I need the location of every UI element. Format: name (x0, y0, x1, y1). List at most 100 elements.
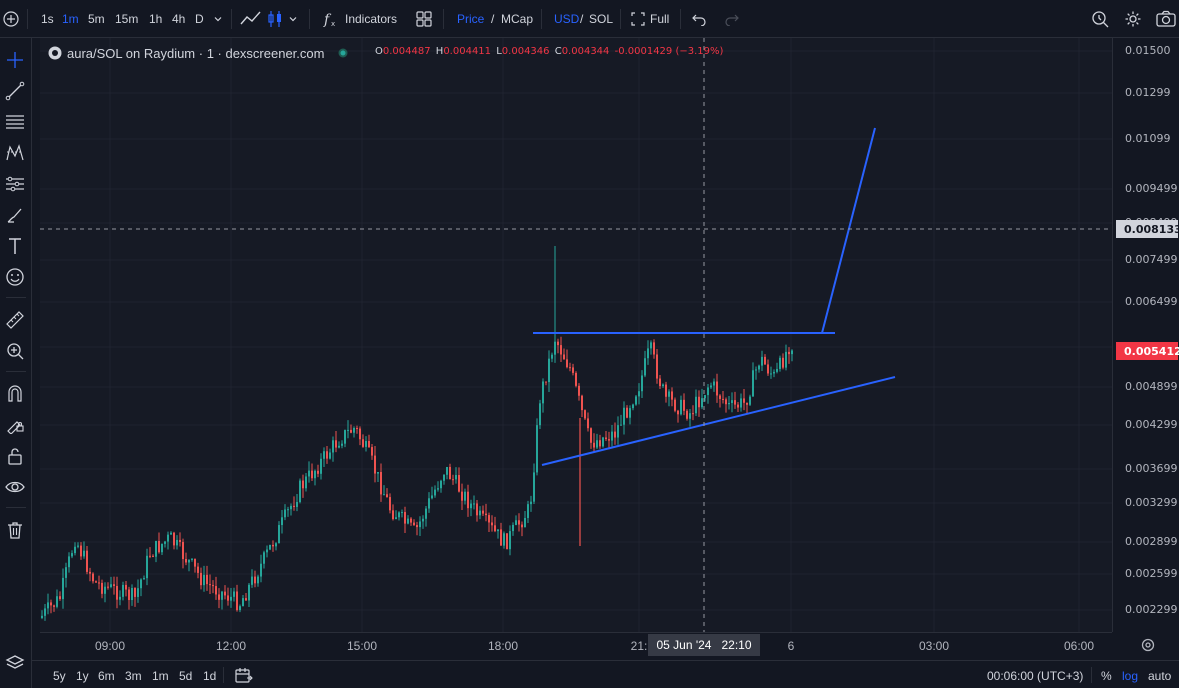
divider (541, 9, 542, 29)
candle-body (509, 531, 511, 550)
zoom-icon[interactable] (4, 340, 26, 362)
candle-body (752, 370, 754, 397)
candle-body (410, 518, 412, 523)
divider (680, 9, 681, 29)
trend-line-icon[interactable] (4, 80, 26, 102)
candle-body (455, 475, 457, 480)
fullscreen-button[interactable]: Full (650, 12, 670, 26)
interval-1h[interactable]: 1h (149, 12, 163, 26)
candle-body (335, 440, 337, 448)
time-label: 12:00 (215, 639, 247, 653)
range-1m[interactable]: 1m (152, 669, 169, 683)
magnet-icon[interactable] (4, 382, 26, 404)
settings-gear-icon[interactable] (1124, 0, 1142, 38)
range-5y[interactable]: 5y (53, 669, 66, 683)
indicators-button[interactable]: Indicators (345, 12, 398, 26)
chevron-down-icon[interactable] (213, 0, 223, 38)
support-trendline (541, 376, 896, 466)
camera-icon[interactable] (1156, 0, 1176, 38)
candle-body (611, 431, 613, 441)
eye-icon[interactable] (4, 476, 26, 498)
interval-5m[interactable]: 5m (88, 12, 105, 26)
redo-icon[interactable] (724, 0, 740, 38)
clock-timezone[interactable]: 00:06:00 (UTC+3) (987, 669, 1084, 683)
candles (41, 246, 793, 621)
divider (443, 9, 444, 29)
calendar-goto-icon[interactable] (235, 667, 253, 686)
candle-body (377, 472, 379, 474)
symbol-title: aura/SOL on Raydium · 1 · dexscreener.co… (67, 45, 325, 61)
last-price-tag: 0.005412 (1116, 342, 1179, 360)
drawings[interactable] (533, 127, 896, 466)
fullscreen-icon[interactable] (631, 0, 645, 38)
market-status-icon (338, 48, 348, 58)
interval-1m[interactable]: 1m (62, 12, 79, 26)
candle-body (287, 509, 289, 511)
candle-body (485, 513, 487, 516)
candle-body (347, 429, 349, 431)
candle-body (134, 588, 136, 597)
undo-icon[interactable] (691, 0, 707, 38)
candle-body (458, 475, 460, 492)
range-5d[interactable]: 5d (179, 669, 193, 683)
lock-icon[interactable] (4, 445, 26, 467)
time-axis[interactable]: 09:00 12:00 15:00 18:00 21: 6 03:00 06:0… (40, 632, 1112, 658)
percent-toggle[interactable]: % (1101, 669, 1112, 683)
chevron-down-icon[interactable] (288, 0, 298, 38)
quick-search-icon[interactable] (1091, 0, 1109, 38)
crosshair-price-tag: 0.008133 (1116, 220, 1179, 238)
candle-body (419, 521, 421, 528)
candlestick-chart[interactable] (40, 38, 1112, 632)
candle-body (665, 384, 667, 397)
interval-4h[interactable]: 4h (172, 12, 186, 26)
interval-15m[interactable]: 15m (115, 12, 139, 26)
sol-toggle[interactable]: SOL (589, 12, 614, 26)
candle-body (707, 387, 709, 396)
text-icon[interactable] (4, 235, 26, 257)
candle-body (53, 605, 55, 607)
candle-body (122, 584, 124, 597)
time-axis-settings-icon[interactable] (1140, 637, 1156, 658)
candle-body (542, 381, 544, 404)
layout-icon[interactable] (416, 0, 432, 38)
candles-icon[interactable] (267, 0, 283, 38)
price-axis[interactable]: 0.015000.012990.010990.0094990.0084990.0… (1112, 38, 1179, 632)
candle-body (623, 407, 625, 425)
range-6m[interactable]: 6m (98, 669, 115, 683)
fib-icon[interactable] (4, 111, 26, 133)
pattern-icon[interactable] (4, 142, 26, 164)
line-chart-icon[interactable] (240, 0, 262, 38)
trash-icon[interactable] (4, 519, 26, 541)
candle-body (518, 520, 520, 525)
layers-icon[interactable] (4, 652, 26, 674)
candle-body (86, 550, 88, 572)
price-toggle[interactable]: Price (457, 12, 485, 26)
auto-toggle[interactable]: auto (1148, 669, 1172, 683)
add-symbol-icon[interactable] (3, 0, 19, 38)
candle-body (695, 396, 697, 414)
usd-toggle[interactable]: USD (554, 12, 580, 26)
interval-1s[interactable]: 1s (41, 12, 54, 26)
candle-body (260, 563, 262, 577)
candle-body (368, 441, 370, 448)
candle-body (407, 518, 409, 524)
mcap-toggle[interactable]: MCap (501, 12, 534, 26)
chart-pane[interactable] (40, 38, 1112, 632)
projection-icon[interactable] (4, 173, 26, 195)
candle-body (98, 582, 100, 584)
log-toggle[interactable]: log (1122, 669, 1139, 683)
range-1d[interactable]: 1d (203, 669, 217, 683)
crosshair-icon[interactable] (4, 49, 26, 71)
candle-body (329, 452, 331, 459)
range-1y[interactable]: 1y (76, 669, 89, 683)
price-label: 0.006499 (1125, 295, 1178, 308)
ruler-icon[interactable] (4, 309, 26, 331)
candle-body (593, 442, 595, 448)
emoji-icon[interactable] (4, 266, 26, 288)
lock-drawings-icon[interactable] (4, 413, 26, 435)
brush-icon[interactable] (4, 204, 26, 226)
symbol-legend[interactable]: aura/SOL on Raydium · 1 · dexscreener.co… (48, 44, 348, 62)
interval-d[interactable]: D (195, 12, 204, 26)
range-3m[interactable]: 3m (125, 669, 142, 683)
